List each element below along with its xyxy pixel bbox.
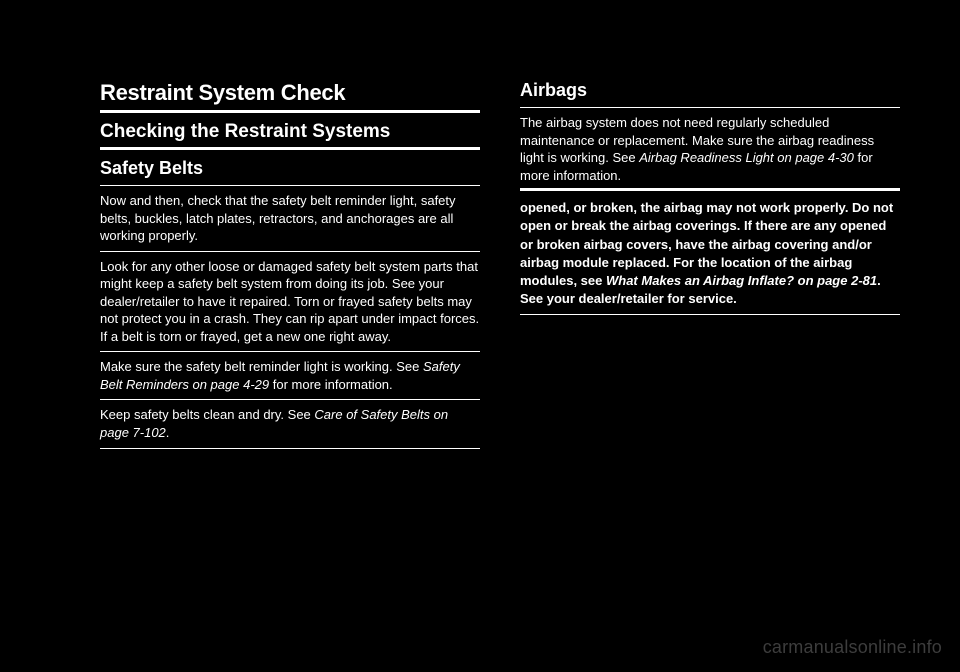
text: Keep safety belts clean and dry. See (100, 407, 314, 422)
heading-checking-restraint-systems: Checking the Restraint Systems (100, 121, 480, 143)
heading-restraint-system-check: Restraint System Check (100, 80, 480, 106)
watermark: carmanualsonline.info (763, 637, 942, 658)
manual-page: Restraint System Check Checking the Rest… (0, 0, 960, 455)
rule (100, 399, 480, 400)
rule (520, 188, 900, 191)
rule (520, 314, 900, 315)
notice-paragraph: opened, or broken, the airbag may not wo… (520, 199, 900, 308)
text: . (166, 425, 170, 440)
text: for more information. (269, 377, 393, 392)
rule (100, 110, 480, 113)
paragraph: Make sure the safety belt reminder light… (100, 358, 480, 393)
heading-airbags: Airbags (520, 80, 900, 101)
paragraph: Keep safety belts clean and dry. See Car… (100, 406, 480, 441)
rule (100, 185, 480, 186)
heading-safety-belts: Safety Belts (100, 158, 480, 179)
paragraph: The airbag system does not need regularl… (520, 114, 900, 184)
right-column: Airbags The airbag system does not need … (520, 80, 900, 455)
text: Make sure the safety belt reminder light… (100, 359, 423, 374)
rule (520, 107, 900, 108)
paragraph: Now and then, check that the safety belt… (100, 192, 480, 245)
paragraph: Look for any other loose or damaged safe… (100, 258, 480, 346)
rule (100, 147, 480, 150)
rule (100, 448, 480, 449)
rule (100, 351, 480, 352)
rule (100, 251, 480, 252)
page-reference: What Makes an Airbag Inflate? on page 2‑… (606, 273, 877, 288)
page-reference: Airbag Readiness Light on page 4‑30 (639, 150, 854, 165)
left-column: Restraint System Check Checking the Rest… (100, 80, 480, 455)
